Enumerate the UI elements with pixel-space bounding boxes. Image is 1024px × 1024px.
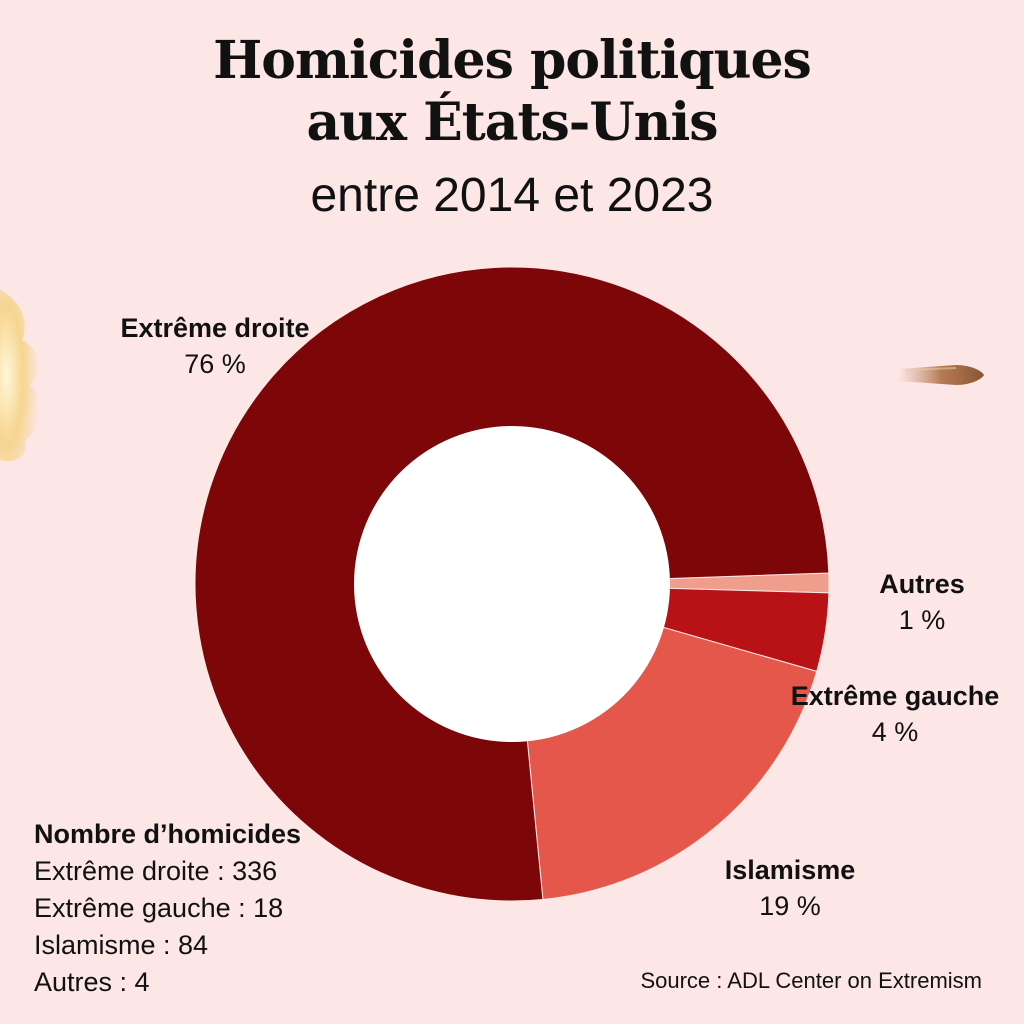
slice-label-extreme-gauche: Extrême gauche 4 % [780, 678, 1010, 750]
title-line-1: Homicides politiques [213, 30, 812, 91]
count-item: Extrême droite : 336 [34, 856, 278, 886]
slice-label-autres: Autres 1 % [842, 566, 1002, 638]
slice-label-extreme-droite: Extrême droite 76 % [60, 310, 370, 382]
bullet-icon [898, 365, 984, 385]
gunshot-flash-icon [0, 290, 42, 462]
slice-label-islamisme: Islamisme 19 % [700, 852, 880, 924]
chart-title: Homicides politiques aux États-Unis [0, 30, 1024, 154]
slice-percent: 1 % [898, 605, 946, 635]
count-item: Extrême gauche : 18 [34, 893, 284, 923]
chart-subtitle: entre 2014 et 2023 [310, 169, 714, 222]
slice-name: Autres [879, 569, 965, 599]
slice-percent: 4 % [871, 717, 919, 747]
count-item: Islamisme : 84 [34, 930, 209, 960]
slice-percent: 76 % [184, 349, 246, 379]
title-line-2: aux États-Unis [306, 92, 718, 153]
donut-hole [354, 426, 670, 742]
source-note: Source : ADL Center on Extremism [640, 968, 982, 993]
slice-percent: 19 % [759, 891, 821, 921]
slice-name: Islamisme [724, 855, 856, 885]
counts-heading: Nombre d’homicides [34, 819, 302, 849]
slice-name: Extrême gauche [790, 681, 1000, 711]
homicide-counts: Nombre d’homicides Extrême droite : 336 … [34, 816, 301, 1001]
slice-name: Extrême droite [120, 313, 310, 343]
count-item: Autres : 4 [34, 967, 150, 997]
